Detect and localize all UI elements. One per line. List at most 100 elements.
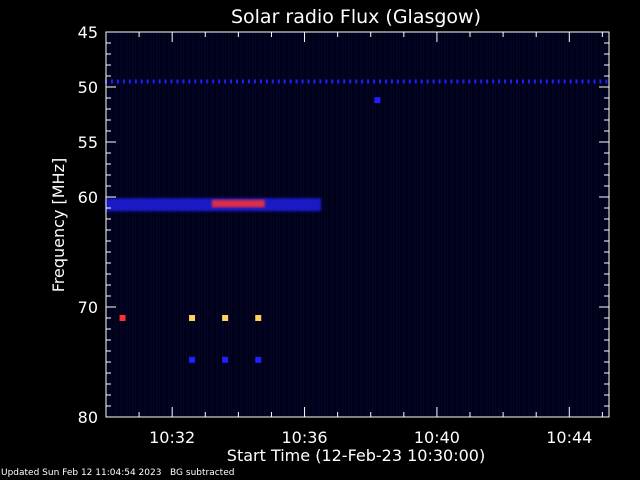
y-tick-label: 80: [78, 408, 98, 427]
interference-dot: [301, 79, 304, 84]
interference-dot: [206, 79, 209, 84]
plot-border: [105, 31, 610, 418]
interference-dot: [283, 79, 286, 84]
interference-dot: [444, 79, 447, 84]
interference-dot: [224, 79, 227, 84]
interference-dot: [277, 79, 280, 84]
interference-dot: [295, 79, 298, 84]
interference-dot: [343, 79, 346, 84]
burst-spike: [222, 315, 229, 321]
axis-ticks: 10:32 10:36 10:40 10:44 45 50 55 60 70 80: [78, 23, 609, 447]
interference-dot: [188, 79, 191, 84]
interference-dot: [212, 79, 215, 84]
interference-dot: [408, 79, 411, 84]
interference-dot: [575, 79, 578, 84]
interference-dot: [116, 79, 119, 84]
x-tick-label: 10:36: [281, 428, 327, 447]
interference-dot: [456, 79, 459, 84]
interference-dot: [253, 79, 256, 84]
burst-spike: [189, 356, 196, 363]
interference-dot: [599, 79, 602, 84]
burst-spike: [374, 97, 381, 104]
emission-features: [105, 79, 608, 363]
interference-dot: [486, 79, 489, 84]
interference-dot: [426, 79, 429, 84]
interference-dot: [110, 79, 113, 84]
interference-dot: [200, 79, 203, 84]
interference-dot: [379, 79, 382, 84]
y-tick-label: 70: [78, 298, 98, 317]
burst-spike: [255, 356, 262, 363]
y-axis-label: Frequency [MHz]: [49, 158, 68, 292]
interference-dot: [569, 79, 572, 84]
interference-dot: [170, 79, 173, 84]
interference-dot: [420, 79, 423, 84]
interference-dot: [521, 79, 524, 84]
interference-dot: [164, 79, 167, 84]
interference-dot: [545, 79, 548, 84]
interference-dot: [337, 79, 340, 84]
interference-dot: [313, 79, 316, 84]
background-stripes: [106, 32, 609, 417]
interference-dot: [516, 79, 519, 84]
y-tick-label: 50: [78, 78, 98, 97]
interference-dot: [265, 79, 268, 84]
interference-dot: [510, 79, 513, 84]
interference-dot: [468, 79, 471, 84]
interference-dot: [587, 79, 590, 84]
interference-dot: [438, 79, 441, 84]
interference-dot: [539, 79, 542, 84]
interference-dot: [551, 79, 554, 84]
interference-dot: [236, 79, 239, 84]
interference-dot: [593, 79, 596, 84]
interference-dot: [373, 79, 376, 84]
interference-dot: [152, 79, 155, 84]
interference-dot: [563, 79, 566, 84]
x-tick-label: 10:32: [149, 428, 195, 447]
interference-dot: [355, 79, 358, 84]
interference-dot: [247, 79, 250, 84]
interference-dot: [140, 79, 143, 84]
interference-dot: [402, 79, 405, 84]
interference-dot: [271, 79, 274, 84]
x-tick-label: 10:44: [546, 428, 592, 447]
x-tick-label: 10:40: [414, 428, 460, 447]
burst-spike: [222, 356, 229, 363]
interference-dot: [307, 79, 310, 84]
interference-dot: [527, 79, 530, 84]
interference-dot: [134, 79, 137, 84]
burst-spike: [255, 315, 262, 321]
interference-dot: [480, 79, 483, 84]
interference-dot: [242, 79, 245, 84]
y-tick-label: 55: [78, 133, 98, 152]
burst-spike: [189, 315, 196, 321]
interference-dot: [259, 79, 262, 84]
interference-dot: [122, 79, 125, 84]
interference-dot: [474, 79, 477, 84]
interference-dot: [218, 79, 221, 84]
burst-spike: [119, 315, 126, 321]
interference-dot: [194, 79, 197, 84]
interference-dot: [176, 79, 179, 84]
interference-dot: [319, 79, 322, 84]
update-footer: Updated Sun Feb 12 11:04:54 2023 BG subt…: [1, 468, 235, 478]
interference-dot: [146, 79, 149, 84]
interference-dot: [367, 79, 370, 84]
interference-dot: [557, 79, 560, 84]
interference-dot: [349, 79, 352, 84]
interference-dot: [462, 79, 465, 84]
interference-dot: [432, 79, 435, 84]
plot-background: [106, 32, 609, 417]
interference-dot: [230, 79, 233, 84]
interference-dot: [128, 79, 131, 84]
y-tick-label: 45: [78, 23, 98, 42]
interference-dot: [289, 79, 292, 84]
interference-dot: [158, 79, 161, 84]
interference-dot: [361, 79, 364, 84]
interference-dot: [325, 79, 328, 84]
plot-frame: [105, 31, 610, 418]
interference-dot: [390, 79, 393, 84]
interference-dot: [581, 79, 584, 84]
interference-dot: [182, 79, 185, 84]
interference-dot: [414, 79, 417, 84]
